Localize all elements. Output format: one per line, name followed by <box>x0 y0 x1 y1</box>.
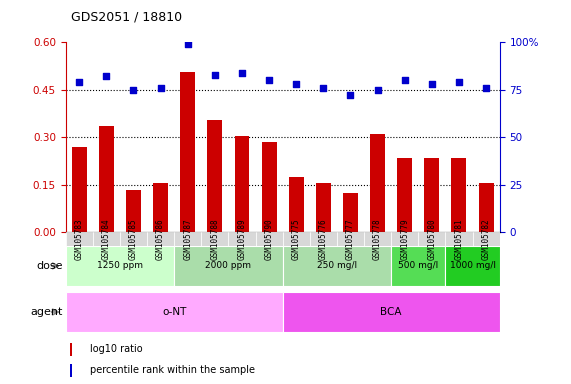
Bar <box>391 232 418 246</box>
Point <box>210 71 219 78</box>
Text: GSM105783: GSM105783 <box>75 218 84 260</box>
Bar <box>174 232 202 246</box>
Point <box>481 85 490 91</box>
Point <box>292 81 301 87</box>
Text: GSM105777: GSM105777 <box>346 218 355 260</box>
Text: 500 mg/l: 500 mg/l <box>398 262 439 270</box>
Bar <box>343 193 358 232</box>
Bar <box>174 246 283 286</box>
Point <box>264 77 274 83</box>
Text: GSM105779: GSM105779 <box>400 218 409 260</box>
Bar <box>478 183 493 232</box>
Text: dose: dose <box>37 261 63 271</box>
Point <box>373 87 382 93</box>
Text: GSM105787: GSM105787 <box>183 218 192 260</box>
Bar <box>473 232 500 246</box>
Text: GSM105785: GSM105785 <box>129 218 138 260</box>
Bar <box>309 232 337 246</box>
Point <box>319 85 328 91</box>
Text: GSM105776: GSM105776 <box>319 218 328 260</box>
Bar <box>72 147 87 232</box>
Text: 1000 mg/l: 1000 mg/l <box>449 262 496 270</box>
Bar <box>66 292 283 332</box>
Bar <box>445 232 473 246</box>
Bar <box>147 232 174 246</box>
Bar <box>207 120 222 232</box>
Bar <box>364 232 391 246</box>
Point <box>455 79 464 85</box>
Bar <box>66 246 174 286</box>
Bar <box>283 246 391 286</box>
Bar <box>228 232 255 246</box>
Text: o-NT: o-NT <box>162 307 186 317</box>
Bar <box>201 232 228 246</box>
Text: GDS2051 / 18810: GDS2051 / 18810 <box>71 10 183 23</box>
Bar <box>120 232 147 246</box>
Text: GSM105789: GSM105789 <box>238 218 247 260</box>
Bar <box>337 232 364 246</box>
Point <box>346 93 355 99</box>
Bar <box>445 246 500 286</box>
Point <box>75 79 84 85</box>
Bar <box>99 126 114 232</box>
Point <box>238 70 247 76</box>
Text: GSM105775: GSM105775 <box>292 218 301 260</box>
Point <box>129 87 138 93</box>
Text: GSM105790: GSM105790 <box>264 218 274 260</box>
Text: log10 ratio: log10 ratio <box>90 344 142 354</box>
Point <box>427 81 436 87</box>
Bar <box>93 232 120 246</box>
Text: percentile rank within the sample: percentile rank within the sample <box>90 366 255 376</box>
Bar <box>370 134 385 232</box>
Bar <box>316 183 331 232</box>
Text: GSM105782: GSM105782 <box>481 218 490 260</box>
Bar <box>235 136 250 232</box>
Point <box>156 85 165 91</box>
Bar <box>262 142 276 232</box>
Text: GSM105781: GSM105781 <box>455 218 464 260</box>
Text: GSM105780: GSM105780 <box>427 218 436 260</box>
Bar <box>70 364 72 377</box>
Bar <box>180 72 195 232</box>
Text: GSM105788: GSM105788 <box>210 218 219 260</box>
Bar <box>397 158 412 232</box>
Text: agent: agent <box>30 307 63 317</box>
Point <box>102 73 111 79</box>
Bar <box>255 232 283 246</box>
Text: 2000 ppm: 2000 ppm <box>206 262 251 270</box>
Bar <box>70 343 72 356</box>
Bar <box>391 246 445 286</box>
Bar <box>66 232 93 246</box>
Text: 1250 ppm: 1250 ppm <box>97 262 143 270</box>
Bar <box>418 232 445 246</box>
Text: BCA: BCA <box>380 307 402 317</box>
Bar <box>283 232 309 246</box>
Point <box>400 77 409 83</box>
Bar <box>424 158 439 232</box>
Text: GSM105786: GSM105786 <box>156 218 165 260</box>
Bar <box>283 292 500 332</box>
Text: GSM105778: GSM105778 <box>373 218 382 260</box>
Bar <box>452 158 467 232</box>
Text: 250 mg/l: 250 mg/l <box>317 262 357 270</box>
Bar <box>126 190 141 232</box>
Point <box>183 41 192 47</box>
Text: GSM105784: GSM105784 <box>102 218 111 260</box>
Bar <box>289 177 304 232</box>
Bar <box>153 183 168 232</box>
